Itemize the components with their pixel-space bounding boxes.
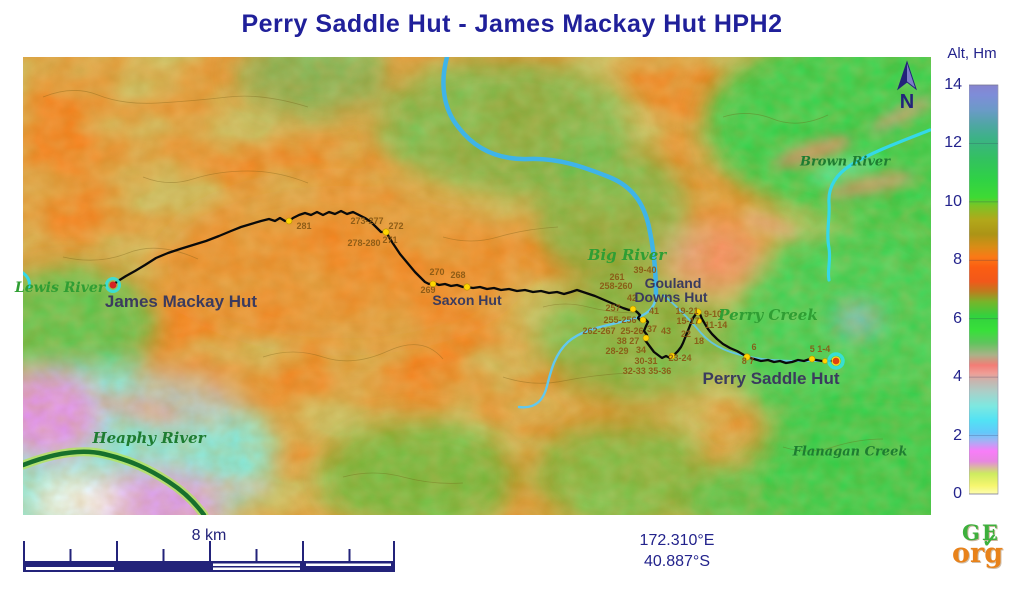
north-label: N bbox=[899, 91, 915, 113]
legend-tick-label: 10 bbox=[944, 192, 962, 210]
legend-tick-label: 6 bbox=[953, 309, 962, 327]
heaphy-river-path bbox=[23, 449, 207, 515]
center-coordinates: 172.310°E 40.887°S bbox=[577, 530, 777, 572]
geocontext-logo: GE ✓ org bbox=[948, 520, 1020, 590]
start-marker bbox=[105, 277, 121, 293]
terrain-relief-image bbox=[23, 57, 931, 515]
brown-river-path bbox=[826, 128, 931, 282]
legend-tick-label: 0 bbox=[953, 485, 962, 502]
legend-tick-label: 4 bbox=[953, 368, 962, 386]
logo-line1: GE bbox=[962, 520, 1000, 545]
legend-tick-label: 2 bbox=[953, 426, 962, 444]
logo-line2: org bbox=[952, 538, 1004, 569]
legend-color-bar bbox=[969, 84, 999, 495]
legend-tick-label: 14 bbox=[944, 76, 962, 93]
contour-lines bbox=[42, 90, 884, 484]
route-track bbox=[112, 209, 836, 365]
legend-tick-label: 12 bbox=[944, 134, 962, 152]
end-marker bbox=[827, 352, 845, 370]
page-title: Perry Saddle Hut - James Mackay Hut HPH2 bbox=[241, 10, 783, 38]
legend-title: Alt, Hm bbox=[947, 45, 997, 62]
legend-tick-label: 8 bbox=[953, 251, 962, 269]
altitude-legend: Alt, Hm 14 12 10 8 6 4 2 0 bbox=[928, 45, 1024, 525]
terrain-map: N bbox=[23, 57, 931, 515]
rivers bbox=[23, 57, 931, 515]
lewis-river-mark bbox=[23, 271, 31, 289]
north-arrow: N bbox=[885, 59, 929, 115]
big-river-tributary-path bbox=[517, 294, 658, 409]
latitude-value: 40.887°S bbox=[643, 553, 710, 570]
big-river-path bbox=[441, 57, 659, 299]
waypoint-dots bbox=[285, 217, 828, 364]
scale-bar: 8 km bbox=[23, 527, 395, 577]
scale-bar-label: 8 km bbox=[191, 527, 227, 544]
logo-checkmark-icon: ✓ bbox=[982, 530, 998, 552]
longitude-value: 172.310°E bbox=[639, 532, 715, 549]
